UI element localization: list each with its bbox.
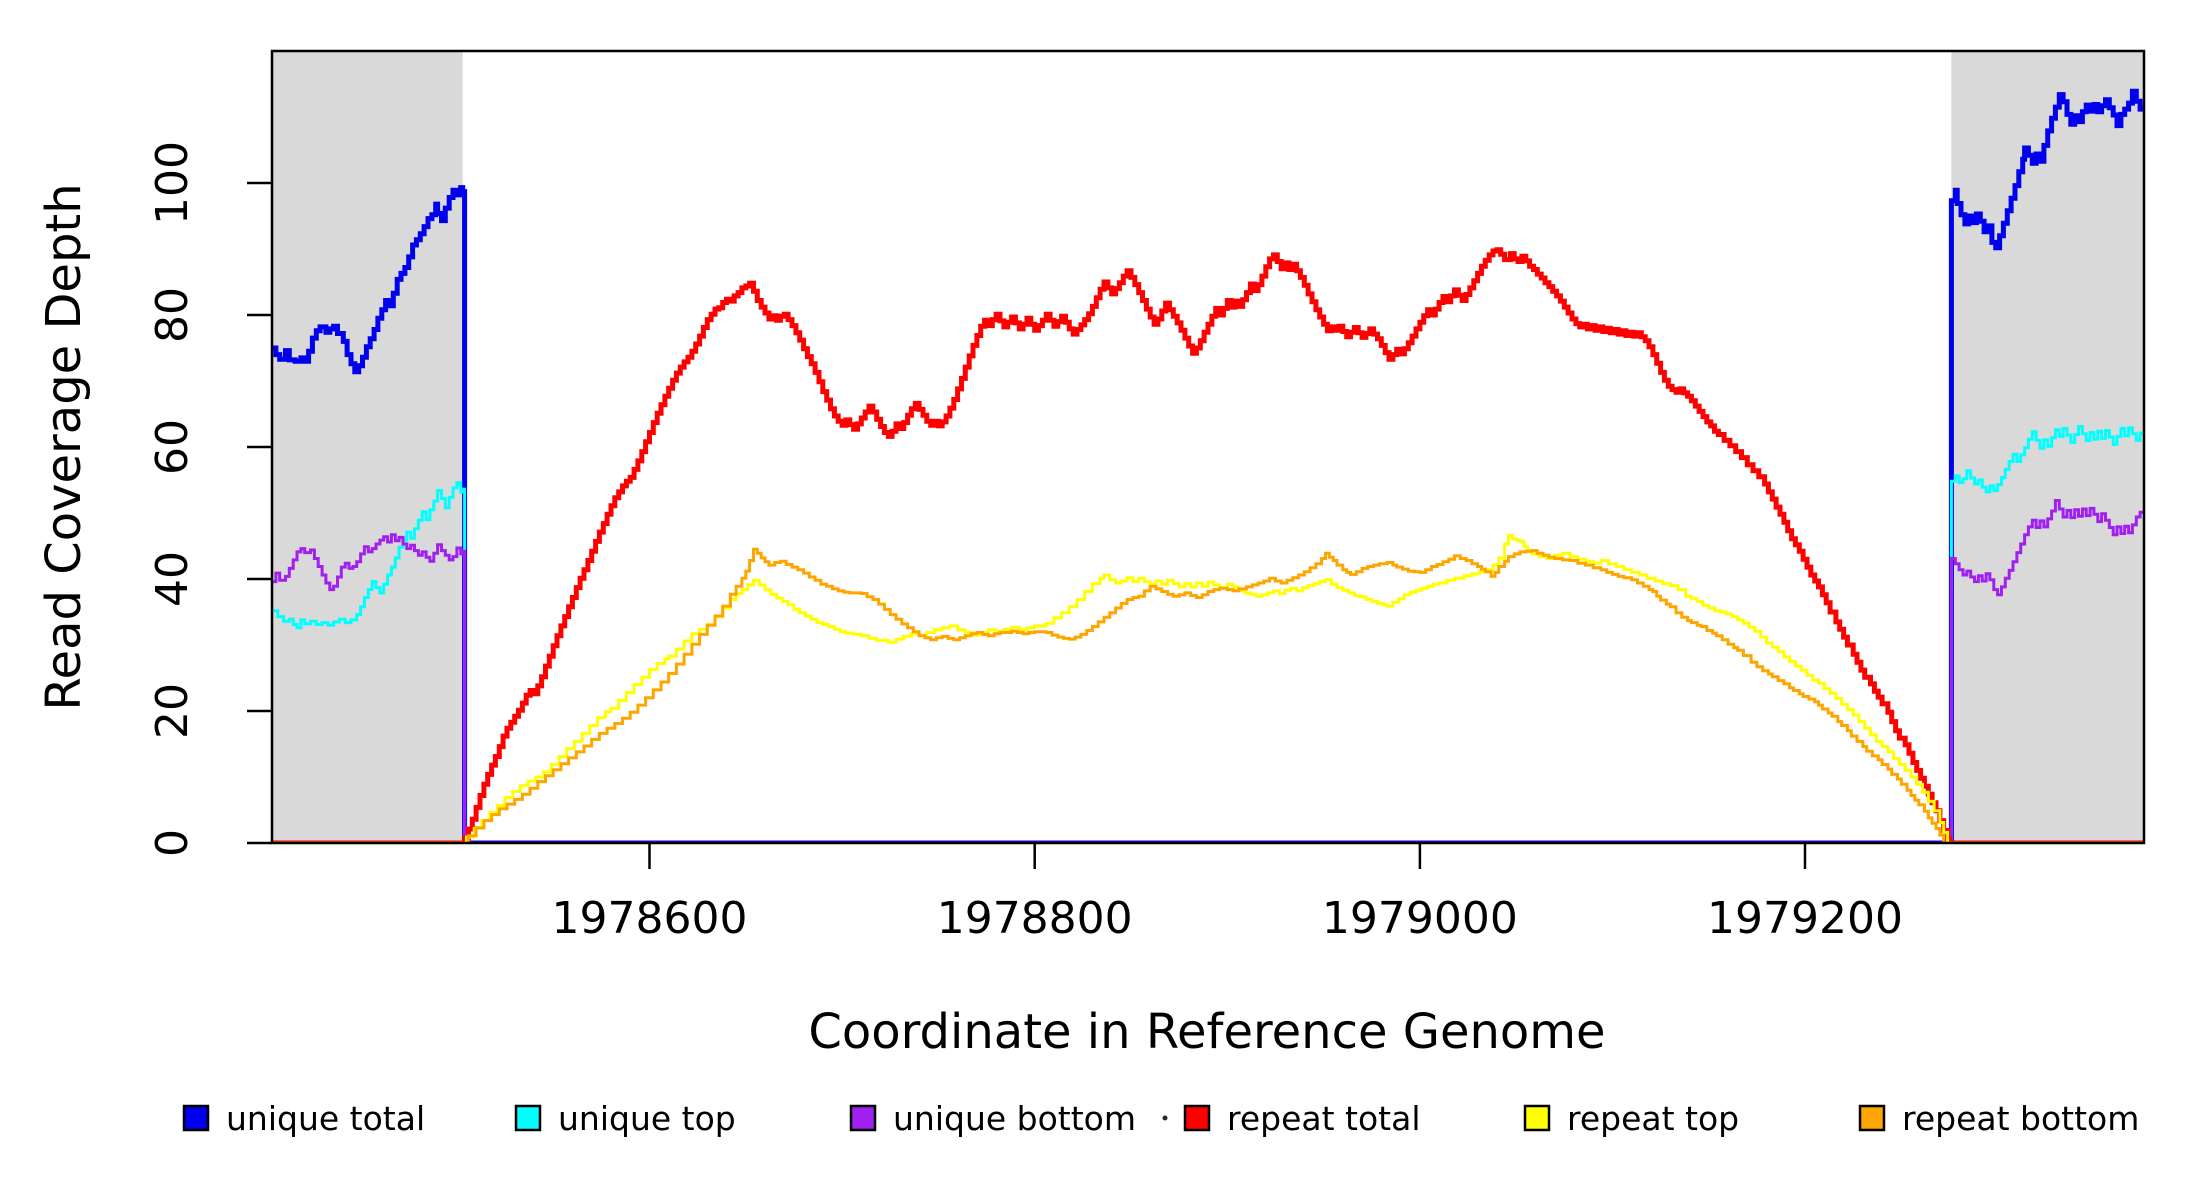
x-axis-title: Coordinate in Reference Genome bbox=[808, 1004, 1605, 1060]
stray-mark bbox=[1162, 1115, 1168, 1121]
legend-swatch bbox=[1858, 1104, 1886, 1132]
legend-label: repeat bottom bbox=[1902, 1099, 2139, 1138]
series-line-unique-total bbox=[272, 88, 2144, 843]
legend: unique total unique top unique bottom repea… bbox=[182, 1099, 2139, 1138]
series-line-repeat-bottom bbox=[272, 547, 2144, 843]
legend-item-repeat-total: repeat total bbox=[1183, 1099, 1421, 1138]
legend-item-unique-top: unique top bbox=[514, 1099, 736, 1138]
legend-swatch bbox=[849, 1104, 877, 1132]
y-tick-label: 100 bbox=[147, 141, 198, 225]
x-tick-label: 1978600 bbox=[552, 893, 748, 944]
x-tick-label: 1979000 bbox=[1322, 893, 1518, 944]
x-tick-label: 1978800 bbox=[937, 893, 1133, 944]
legend-swatch bbox=[1523, 1104, 1551, 1132]
series-line-repeat-total bbox=[272, 247, 2144, 843]
y-tick-label: 20 bbox=[147, 683, 198, 739]
legend-label: unique total bbox=[226, 1099, 425, 1138]
flank-shade-rect bbox=[272, 51, 463, 843]
legend-label: repeat top bbox=[1567, 1099, 1739, 1138]
legend-item-unique-total: unique total bbox=[182, 1099, 425, 1138]
series-line-unique-top bbox=[272, 425, 2144, 843]
legend-item-unique-bottom: unique bottom bbox=[849, 1099, 1136, 1138]
legend-label: unique top bbox=[558, 1099, 736, 1138]
legend-swatch bbox=[1183, 1104, 1211, 1132]
y-axis: 0 20 40 60 80 100 bbox=[147, 141, 272, 857]
x-axis: 1978600 1978800 1979000 1979200 bbox=[552, 843, 1903, 944]
legend-label: repeat total bbox=[1227, 1099, 1421, 1138]
series-line-repeat-top bbox=[272, 533, 2144, 843]
y-tick-label: 60 bbox=[147, 419, 198, 475]
legend-swatch bbox=[514, 1104, 542, 1132]
series-line-unique-bottom bbox=[272, 499, 2144, 843]
legend-label: unique bottom bbox=[893, 1099, 1136, 1138]
series-lines bbox=[272, 88, 2144, 843]
legend-swatch bbox=[182, 1104, 210, 1132]
legend-item-repeat-top: repeat top bbox=[1523, 1099, 1739, 1138]
y-tick-label: 80 bbox=[147, 287, 198, 343]
y-tick-label: 0 bbox=[147, 829, 198, 857]
y-tick-label: 40 bbox=[147, 551, 198, 607]
x-tick-label: 1979200 bbox=[1707, 893, 1903, 944]
y-axis-title: Read Coverage Depth bbox=[36, 183, 92, 710]
legend-item-repeat-bottom: repeat bottom bbox=[1858, 1099, 2139, 1138]
